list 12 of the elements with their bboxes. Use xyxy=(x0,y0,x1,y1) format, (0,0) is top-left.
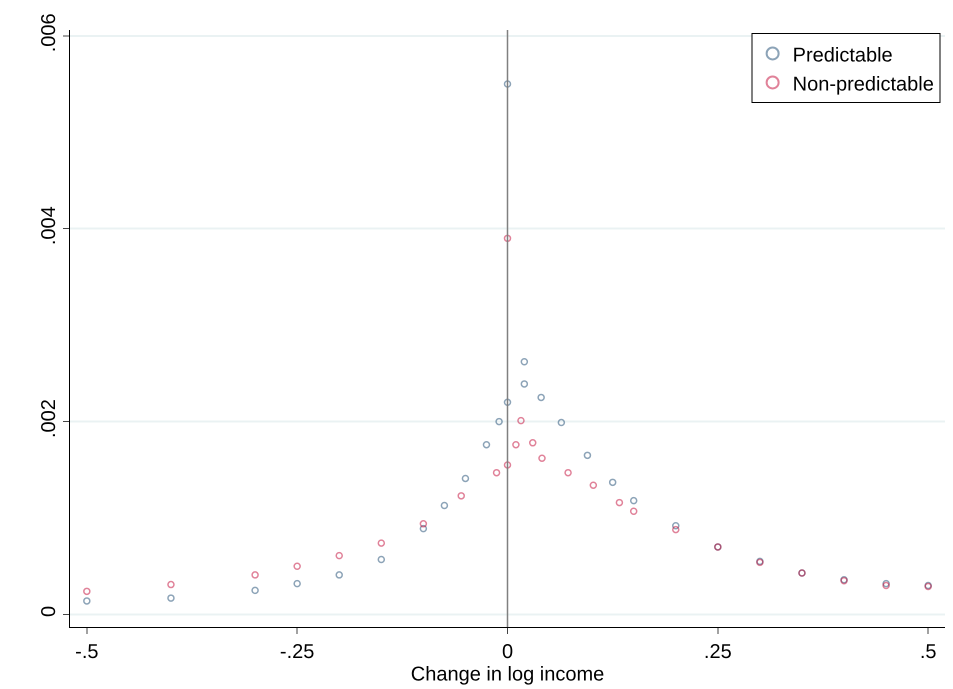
y-tick-label: 0 xyxy=(38,606,60,618)
y-tick-label: .002 xyxy=(38,399,60,438)
x-axis-title: Change in log income xyxy=(410,664,604,686)
x-tick-label: -.5 xyxy=(75,641,98,663)
legend-label: Predictable xyxy=(792,44,893,66)
x-tick-label: 0 xyxy=(502,641,514,663)
legend-label: Non-predictable xyxy=(792,73,934,96)
y-tick-label: .006 xyxy=(38,13,60,52)
x-tick-label: .25 xyxy=(704,641,732,663)
y-tick-label: .004 xyxy=(38,206,60,246)
x-tick-label: .5 xyxy=(920,641,937,663)
x-tick-label: -.25 xyxy=(280,641,314,663)
